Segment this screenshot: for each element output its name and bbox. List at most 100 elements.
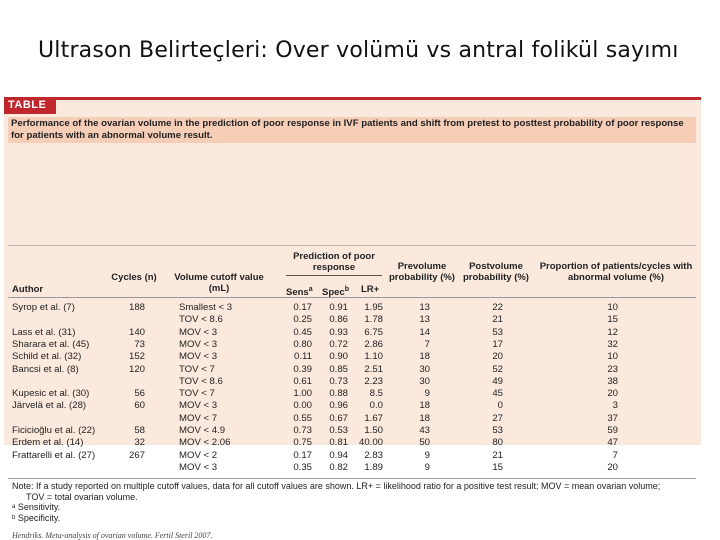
cell-cycles: 73 [134, 338, 145, 350]
cell-author: Lass et al. (31) [12, 326, 76, 338]
cell-post: 22 [492, 302, 503, 313]
cell-cycles: 32 [134, 437, 145, 449]
cell-spec: 0.86 [329, 314, 348, 326]
cell-spec: 0.96 [329, 400, 348, 412]
cell-spec: 0.85 [329, 363, 348, 375]
cell-pre: 18 [419, 412, 430, 424]
cell-prop: 23 [607, 363, 618, 375]
cell-cutoff: MOV < 2 [179, 449, 218, 461]
cell-post: 0 [497, 400, 503, 412]
cell-lr: 1.78 [364, 314, 383, 326]
cell-pre: 9 [424, 461, 430, 473]
note-line-2: TOV = total ovarian volume. [26, 491, 138, 502]
cell-prop: 59 [607, 425, 618, 436]
cell-post: 45 [492, 388, 503, 400]
table-row: Erdem et al. (14) 32 MOV < 2.06 0.75 0.81 40.… [4, 437, 701, 449]
cell-prop: 10 [607, 302, 618, 313]
table-body: Syrop et al. (7) 188 Smallest < 3 0.17 0.91 1… [4, 302, 701, 477]
table-row: Bancsi et al. (8) 120 TOV < 7 0.39 0.85 2.51 3… [4, 363, 701, 375]
cell-pre: 9 [424, 449, 430, 461]
cell-lr: 1.10 [364, 351, 383, 363]
cell-prop: 7 [612, 449, 618, 461]
cell-lr: 2.23 [364, 375, 383, 387]
cell-cycles: 56 [134, 388, 145, 400]
cell-post: 15 [492, 461, 503, 473]
cell-author: Erdem et al. (14) [12, 437, 84, 449]
cell-prop: 12 [607, 326, 618, 338]
cell-cycles: 140 [128, 326, 145, 338]
table-row: Ficicioğlu et al. (22) 58 MOV < 4.9 0.73 0.5… [4, 425, 701, 436]
cell-sens: 0.11 [294, 351, 312, 363]
cell-cutoff: MOV < 2.06 [179, 437, 231, 449]
cell-author: Schild et al. (32) [12, 351, 82, 363]
cell-spec: 0.82 [329, 461, 348, 473]
cell-cutoff: MOV < 3 [179, 461, 218, 473]
table-row: Kupesic et al. (30) 56 TOV < 7 1.00 0.88 8.5 9… [4, 388, 701, 400]
cell-sens: 0.80 [293, 338, 312, 350]
cell-spec: 0.81 [329, 437, 348, 449]
cell-pre: 30 [419, 375, 430, 387]
cell-lr: 40.00 [358, 437, 383, 449]
cell-prop: 3 [612, 400, 618, 412]
table-row: TOV < 8.6 0.61 0.73 2.23 30 49 38 [4, 375, 701, 387]
cell-cutoff: MOV < 4.9 [179, 425, 226, 436]
cell-sens: 0.55 [293, 412, 312, 424]
cell-cutoff: MOV < 7 [179, 412, 218, 424]
table-label: TABLE 2 [4, 97, 56, 128]
header-proportion: Proportion of patients/cycles with abnor… [539, 261, 693, 283]
cell-lr: 1.67 [364, 412, 383, 424]
header-prediction-group: Prediction of poor response [293, 251, 375, 273]
cell-spec: 0.67 [329, 412, 348, 424]
cell-sens: 0.39 [293, 363, 312, 375]
cell-author: Bancsi et al. (8) [12, 363, 79, 375]
cell-prop: 20 [607, 461, 618, 473]
cell-post: 52 [492, 363, 503, 375]
header-rule-bottom [8, 297, 696, 298]
cell-sens: 1.00 [293, 388, 312, 400]
cell-lr: 8.5 [369, 388, 383, 400]
header-rule-top [8, 245, 696, 246]
note-line-3: ᵃ Sensitivity. [12, 502, 61, 513]
header-prevolume: Prevolume probability (%) [389, 261, 455, 283]
table-row: Järvelä et al. (28) 60 MOV < 3 0.00 0.96 0.0 1… [4, 400, 701, 412]
cell-spec: 0.93 [329, 326, 348, 338]
cell-lr: 2.51 [364, 363, 383, 375]
cell-cycles: 188 [128, 302, 145, 313]
cell-pre: 18 [419, 351, 430, 363]
cell-spec: 0.91 [329, 302, 348, 313]
cell-lr: 1.95 [364, 302, 383, 313]
cell-cycles: 58 [134, 425, 145, 436]
prediction-group-rule [286, 275, 382, 276]
cell-author: Ficicioğlu et al. (22) [12, 425, 96, 436]
cell-sens: 0.45 [293, 326, 312, 338]
cell-post: 21 [492, 314, 503, 326]
cell-cutoff: TOV < 7 [179, 363, 215, 375]
cell-cutoff: TOV < 8.6 [179, 314, 223, 326]
cell-pre: 13 [419, 302, 430, 313]
cell-cycles: 120 [128, 363, 145, 375]
cell-spec: 0.72 [329, 338, 348, 350]
table-figure: TABLE 2 Performance of the ovarian volum… [4, 97, 701, 540]
cell-sens: 0.35 [293, 461, 312, 473]
header-sens: Sensa [286, 286, 313, 299]
cell-lr: 2.83 [364, 449, 383, 461]
table-source: Hendriks. Meta-analysis of ovarian volum… [12, 531, 213, 540]
cell-author: Syrop et al. (7) [12, 302, 75, 313]
header-cutoff: Volume cutoff value (mL) [174, 272, 264, 294]
cell-pre: 13 [419, 314, 430, 326]
cell-prop: 38 [607, 375, 618, 387]
cell-spec: 0.90 [329, 351, 348, 363]
table-row: TOV < 8.6 0.25 0.86 1.78 13 21 15 [4, 314, 701, 326]
table-top-bar [56, 97, 701, 100]
cell-pre: 18 [419, 400, 430, 412]
cell-cutoff: TOV < 8.6 [179, 375, 223, 387]
cell-sens: 0.75 [293, 437, 312, 449]
cell-lr: 1.50 [364, 425, 383, 436]
table-row: Lass et al. (31) 140 MOV < 3 0.45 0.93 6.75 14… [4, 326, 701, 338]
cell-cycles: 152 [128, 351, 145, 363]
table-row: Schild et al. (32) 152 MOV < 3 0.11 0.90 1.10… [4, 351, 701, 363]
cell-cutoff: MOV < 3 [179, 326, 218, 338]
cell-pre: 14 [419, 326, 430, 338]
cell-post: 17 [492, 338, 503, 350]
cell-spec: 0.73 [329, 375, 348, 387]
